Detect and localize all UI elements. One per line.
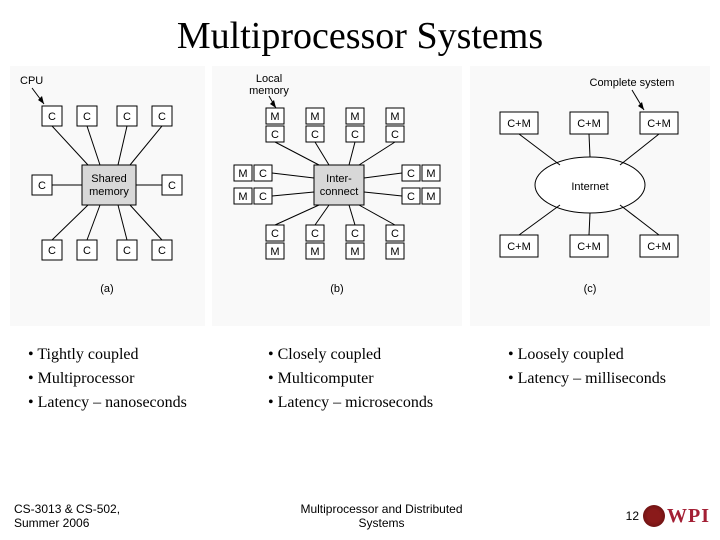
diagram-c-svg: Complete system Internet C+M C+M C+M C+M… <box>472 70 708 300</box>
diagram-b: Local memory Inter- connect M M M M C C … <box>212 66 462 326</box>
svg-text:C: C <box>123 245 131 257</box>
svg-text:C: C <box>352 129 360 141</box>
bullet-a2: • Multiprocessor <box>28 370 240 388</box>
svg-text:C: C <box>260 191 268 203</box>
bullet-row: • Tightly coupled • Multiprocessor • Lat… <box>0 346 720 418</box>
diagram-c: Complete system Internet C+M C+M C+M C+M… <box>470 66 710 326</box>
diagram-row: CPU Shared memory C C C C C C C C C C <box>0 66 720 326</box>
svg-text:C: C <box>272 228 280 240</box>
svg-text:C: C <box>392 129 400 141</box>
svg-text:C+M: C+M <box>577 241 601 253</box>
svg-text:C: C <box>312 129 320 141</box>
cpu-label: CPU <box>20 75 43 87</box>
svg-text:C: C <box>38 180 46 192</box>
svg-text:C+M: C+M <box>577 118 601 130</box>
bullet-a3: • Latency – nanoseconds <box>28 394 240 412</box>
svg-text:C: C <box>48 245 56 257</box>
svg-text:C: C <box>272 129 280 141</box>
bullet-b1: • Closely coupled <box>268 346 480 364</box>
svg-text:C+M: C+M <box>647 118 671 130</box>
page-number: 12 <box>603 509 643 523</box>
svg-text:C+M: C+M <box>647 241 671 253</box>
svg-text:M: M <box>351 111 360 123</box>
svg-text:C: C <box>408 191 416 203</box>
svg-text:C: C <box>83 111 91 123</box>
svg-text:C: C <box>123 111 131 123</box>
svg-text:M: M <box>391 246 400 258</box>
inter-label-2: connect <box>320 186 359 198</box>
svg-text:C: C <box>83 245 91 257</box>
footer-left: CS-3013 & CS-502, Summer 2006 <box>0 502 160 530</box>
svg-text:C: C <box>168 180 176 192</box>
local-label-1: Local <box>256 73 282 85</box>
footer-title-1: Multiprocessor and Distributed <box>160 502 603 516</box>
shared-label-1: Shared <box>92 173 127 185</box>
svg-text:C: C <box>158 111 166 123</box>
svg-text:C+M: C+M <box>507 118 531 130</box>
svg-text:M: M <box>391 111 400 123</box>
shared-label-2: memory <box>89 186 129 198</box>
svg-text:M: M <box>239 191 248 203</box>
bullet-b2: • Multicomputer <box>268 370 480 388</box>
bullet-c2: • Latency – milliseconds <box>508 370 720 388</box>
local-label-2: memory <box>250 85 290 97</box>
svg-text:M: M <box>311 246 320 258</box>
svg-text:C: C <box>48 111 56 123</box>
footer-term: Summer 2006 <box>14 516 160 530</box>
wpi-text: WPI <box>667 505 710 528</box>
bullet-c1: • Loosely coupled <box>508 346 720 364</box>
bullet-col-3: • Loosely coupled • Latency – millisecon… <box>480 346 720 418</box>
footer: CS-3013 & CS-502, Summer 2006 Multiproce… <box>0 502 720 530</box>
svg-text:M: M <box>427 191 436 203</box>
svg-text:C: C <box>392 228 400 240</box>
fig-b-label: (b) <box>331 283 344 295</box>
bullet-a1: • Tightly coupled <box>28 346 240 364</box>
diagram-b-svg: Local memory Inter- connect M M M M C C … <box>214 70 460 300</box>
wpi-logo: WPI <box>643 505 720 528</box>
svg-text:C+M: C+M <box>507 241 531 253</box>
slide-title: Multiprocessor Systems <box>0 0 720 66</box>
svg-text:M: M <box>351 246 360 258</box>
svg-text:C: C <box>260 168 268 180</box>
fig-c-label: (c) <box>584 283 597 295</box>
svg-text:M: M <box>239 168 248 180</box>
wpi-seal-icon <box>643 505 665 527</box>
bullet-b3: • Latency – microseconds <box>268 394 480 412</box>
internet-label: Internet <box>571 181 608 193</box>
svg-text:C: C <box>158 245 166 257</box>
diagram-a: CPU Shared memory C C C C C C C C C C <box>10 66 205 326</box>
complete-label: Complete system <box>590 77 675 89</box>
footer-title-2: Systems <box>160 516 603 530</box>
fig-a-label: (a) <box>101 283 114 295</box>
footer-course: CS-3013 & CS-502, <box>14 502 160 516</box>
svg-text:C: C <box>352 228 360 240</box>
svg-text:C: C <box>408 168 416 180</box>
svg-text:M: M <box>271 246 280 258</box>
diagram-a-svg: CPU Shared memory C C C C C C C C C C <box>12 70 202 300</box>
bullet-col-2: • Closely coupled • Multicomputer • Late… <box>240 346 480 418</box>
inter-label-1: Inter- <box>327 173 353 185</box>
svg-text:M: M <box>311 111 320 123</box>
svg-text:C: C <box>312 228 320 240</box>
bullet-col-1: • Tightly coupled • Multiprocessor • Lat… <box>0 346 240 418</box>
svg-text:M: M <box>427 168 436 180</box>
footer-center: Multiprocessor and Distributed Systems <box>160 502 603 530</box>
svg-text:M: M <box>271 111 280 123</box>
